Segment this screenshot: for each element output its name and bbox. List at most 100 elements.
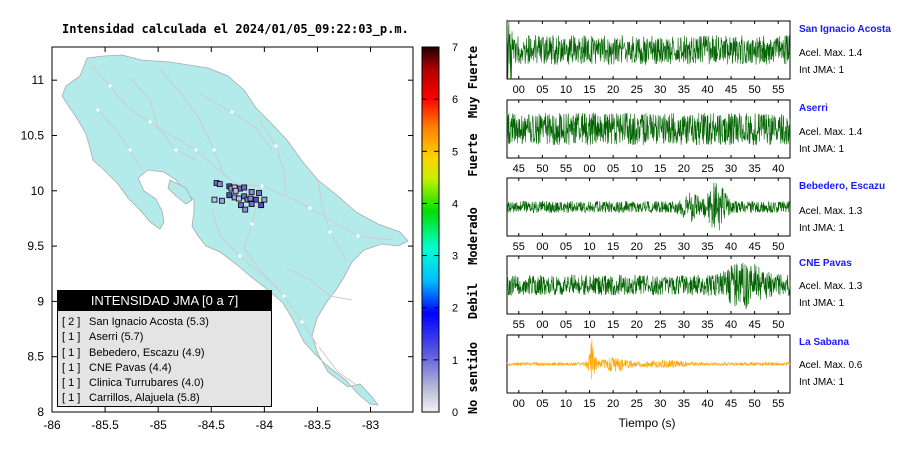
traces-xlabel: Tiempo (s) — [619, 416, 676, 430]
colorbar-label-fuerte: Fuerte — [466, 133, 480, 176]
trace-tick-label: 25 — [631, 84, 643, 96]
colorbar-tick-label: 0 — [452, 407, 458, 419]
trace-waveform — [506, 182, 791, 231]
lat-tick-label: 8.5 — [27, 350, 44, 364]
trace-tick-label: 35 — [701, 319, 713, 331]
lat-tick-label: 10 — [31, 184, 45, 198]
station-marker — [238, 202, 244, 209]
trace-waveform — [506, 19, 791, 80]
lon-tick-label: -85 — [150, 418, 168, 432]
trace-tick-label: 55 — [772, 84, 784, 96]
trace-tick-label: 20 — [631, 241, 643, 253]
station-marker — [241, 193, 248, 200]
towns — [96, 84, 360, 348]
legend-rank: [ 2 ] — [62, 316, 81, 328]
trace-tick-label: 10 — [583, 241, 595, 253]
trace-tick-label: 40 — [701, 398, 713, 410]
legend-list: [ 2 ] San Ignacio Acosta (5.3) [ 1 ] Aserr… — [58, 311, 271, 407]
trace-tick-label: 45 — [725, 398, 737, 410]
trace-panel: 00 05 10 15 20 25 30 35 40 45 50 55 — [506, 334, 791, 410]
trace-tick-label: 05 — [560, 241, 572, 253]
trace-tick-label: 55 — [513, 319, 525, 331]
trace-tick-label: 10 — [560, 84, 572, 96]
trace-tick-label: 45 — [749, 241, 761, 253]
trace-tick-label: 55 — [772, 398, 784, 410]
trace-tick-label: 00 — [513, 84, 525, 96]
legend-text: Bebedero, Escazu (4.9) — [89, 346, 205, 359]
trace-tick-label: 35 — [749, 163, 761, 175]
legend-title: INTENSIDAD JMA [0 a 7] — [58, 291, 271, 311]
station-marker — [242, 206, 249, 213]
legend-rank: [ 1 ] — [62, 392, 81, 405]
colorbar-tick-label: 3 — [452, 251, 458, 263]
colorbar-label-muy-fuerte: Muy Fuerte — [466, 46, 480, 118]
lon-tick-label: -83.5 — [304, 418, 332, 432]
station-marker — [211, 196, 218, 203]
station-marker — [226, 192, 233, 199]
legend-text: Clinica Turrubares (4.0) — [89, 377, 204, 390]
station-marker — [256, 190, 262, 196]
costa-rica-landmass — [61, 54, 409, 406]
trace-tick-label: 00 — [583, 163, 595, 175]
legend-item: [ 1 ] Clinica Turrubares (4.0) — [62, 376, 271, 391]
trace-tick-label: 00 — [513, 398, 525, 410]
nicoya-gulf-island — [167, 179, 193, 205]
station-marker — [235, 195, 242, 202]
lon-tick-label: -85.5 — [91, 418, 119, 432]
trace-panel: 55 00 05 10 15 20 25 30 35 40 45 50 — [506, 255, 791, 331]
trace-tick-label: 20 — [607, 398, 619, 410]
trace-int-jma: Int JMA: 1 — [799, 65, 845, 76]
trace-acel-max: Acel. Max. 0.6 — [799, 360, 863, 371]
trace-tick-label: 30 — [654, 398, 666, 410]
trace-tick-label: 50 — [749, 84, 761, 96]
trace-tick-label: 00 — [536, 319, 548, 331]
trace-tick-label: 45 — [749, 319, 761, 331]
lat-tick-label: 11 — [32, 73, 45, 87]
colorbar-label-no-sentido: No sentido — [466, 342, 480, 414]
trace-tick-label: 40 — [772, 163, 784, 175]
trace-tick-label: 15 — [607, 241, 619, 253]
trace-tick-label: 50 — [772, 319, 784, 331]
colorbar-label-moderado: Moderado — [466, 207, 480, 265]
colorbar-ticks: 0 1 2 3 4 5 6 7 — [422, 42, 458, 419]
legend-item: [ 1 ] Aserri (5.7) — [62, 330, 271, 345]
trace-tick-label: 05 — [536, 398, 548, 410]
lon-tick-label: -86 — [43, 418, 61, 432]
trace-station-name: La Sabana — [799, 337, 850, 348]
map-content — [61, 54, 409, 406]
trace-waveform — [506, 112, 791, 146]
legend-item: [ 1 ] CNE Pavas (4.4) — [62, 361, 271, 376]
trace-tick-label: 05 — [536, 84, 548, 96]
lat-tick-label: 8 — [37, 405, 44, 419]
trace-tick-label: 35 — [701, 241, 713, 253]
legend-rank: [ 1 ] — [62, 377, 81, 390]
station-marker — [247, 195, 254, 202]
trace-waveform — [506, 262, 791, 310]
trace-tick-label: 15 — [654, 163, 666, 175]
legend-text: CNE Pavas (4.4) — [89, 361, 172, 374]
trace-tick-label: 25 — [654, 241, 666, 253]
trace-tick-label: 05 — [607, 163, 619, 175]
lon-tick-label: -84 — [256, 418, 274, 432]
lat-tick-label: 10.5 — [21, 128, 45, 142]
trace-tick-label: 00 — [536, 241, 548, 253]
legend-text: Aserri (5.7) — [89, 331, 144, 344]
station-marker — [248, 201, 255, 207]
legend-rank: [ 1 ] — [62, 346, 81, 359]
trace-tick-label: 35 — [678, 398, 690, 410]
map-title: Intensidad calculada el 2024/01/05_09:22… — [62, 22, 409, 36]
trace-tick-label: 30 — [678, 319, 690, 331]
trace-tick-label: 45 — [725, 84, 737, 96]
trace-panel: 45 50 55 00 05 10 15 20 25 30 35 40 — [506, 99, 791, 175]
station-marker — [261, 196, 268, 203]
trace-tick-label: 50 — [772, 241, 784, 253]
station-marker — [248, 188, 255, 195]
trace-tick-label: 25 — [631, 398, 643, 410]
trace-tick-label: 20 — [631, 319, 643, 331]
trace-tick-label: 10 — [583, 319, 595, 331]
trace-panel: 55 00 05 10 15 20 25 30 35 40 45 50 — [506, 177, 791, 253]
colorbar-tick-label: 5 — [452, 146, 458, 158]
trace-tick-label: 30 — [654, 84, 666, 96]
colorbar-tick-label: 7 — [452, 42, 458, 54]
trace-tick-label: 10 — [631, 163, 643, 175]
